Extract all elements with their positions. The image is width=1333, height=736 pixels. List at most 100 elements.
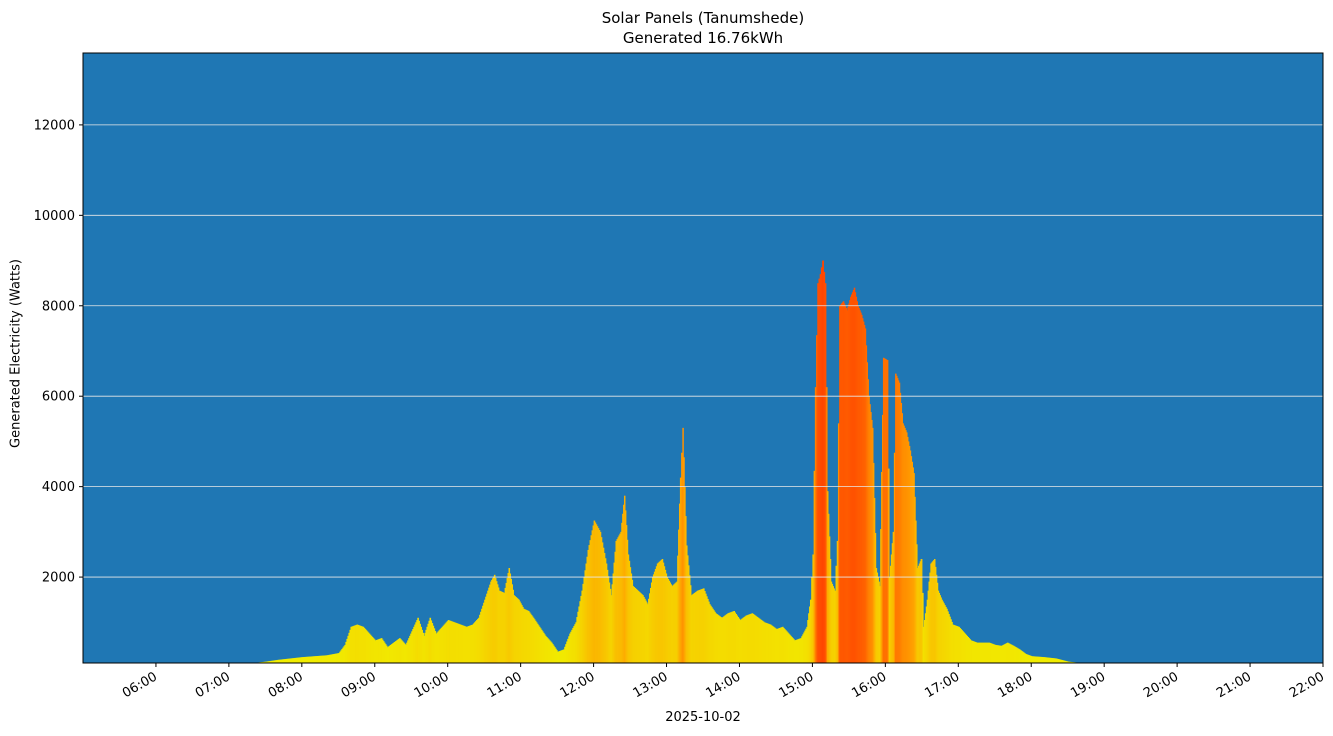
data-bar	[958, 626, 960, 663]
data-bar	[271, 660, 274, 663]
data-bar	[978, 642, 981, 663]
data-bar	[733, 610, 736, 663]
data-bar	[381, 639, 384, 663]
data-bar	[616, 539, 619, 663]
data-bar	[1009, 644, 1012, 663]
y-tick-label: 6000	[42, 390, 75, 405]
data-bar	[756, 617, 759, 663]
data-bar	[954, 625, 956, 663]
data-bar	[579, 601, 582, 663]
data-bar	[376, 639, 379, 663]
data-bar	[455, 623, 458, 663]
data-bar	[971, 640, 974, 663]
data-bar	[710, 605, 712, 663]
data-bar	[492, 578, 494, 663]
data-bar	[343, 646, 345, 663]
data-bar	[1025, 653, 1027, 663]
data-bar	[587, 549, 590, 663]
data-bar	[701, 588, 704, 663]
data-bar	[502, 592, 505, 663]
data-bar	[778, 627, 781, 663]
data-bar	[822, 260, 824, 663]
data-bar	[321, 655, 323, 663]
data-bar	[309, 656, 312, 663]
data-bar	[479, 614, 481, 663]
data-bar	[286, 658, 289, 663]
data-bar	[301, 657, 304, 663]
data-bar	[267, 661, 269, 663]
data-bar	[600, 537, 603, 663]
data-bar	[805, 628, 807, 663]
data-bar	[1035, 656, 1037, 663]
data-bar	[266, 661, 268, 663]
data-bar	[825, 387, 828, 663]
data-bar	[754, 615, 757, 663]
data-bar	[555, 648, 557, 663]
data-bar	[1056, 658, 1059, 663]
data-bar	[414, 624, 416, 663]
data-bar	[638, 591, 640, 663]
data-bar	[512, 589, 514, 663]
data-bar	[871, 419, 873, 663]
data-bar	[408, 638, 410, 663]
data-bar	[264, 661, 266, 663]
data-bar	[770, 625, 773, 663]
data-bar	[752, 614, 755, 663]
data-bar	[520, 603, 522, 663]
data-bar	[687, 565, 690, 663]
data-bar	[997, 645, 1000, 663]
data-bar	[656, 563, 659, 663]
data-bar	[714, 611, 716, 663]
data-bar	[747, 614, 750, 663]
data-bar	[342, 647, 344, 663]
data-bar	[1037, 656, 1039, 663]
data-bar	[571, 629, 573, 663]
data-bar	[706, 596, 708, 663]
data-bar	[489, 584, 491, 663]
data-bar	[644, 598, 646, 663]
data-bar	[304, 656, 307, 663]
data-bar	[875, 568, 878, 663]
data-bar	[969, 639, 972, 663]
data-bar	[584, 570, 587, 663]
data-bar	[980, 642, 983, 663]
data-bar	[608, 582, 611, 663]
data-bar	[882, 357, 885, 663]
data-bar	[378, 638, 381, 663]
data-bar	[910, 456, 913, 663]
data-bar	[1048, 657, 1051, 663]
data-bar	[611, 584, 614, 663]
data-bar	[431, 623, 434, 663]
data-bar	[275, 660, 278, 663]
data-bar	[319, 655, 321, 663]
data-bar	[297, 657, 300, 663]
data-bar	[767, 623, 770, 663]
data-bar	[683, 457, 685, 663]
data-bar	[930, 563, 932, 663]
data-bar	[812, 554, 815, 663]
x-tick-label: 19:00	[1068, 669, 1108, 701]
data-bar	[442, 625, 445, 663]
data-bar	[905, 430, 907, 663]
data-bar	[933, 558, 936, 663]
data-bar	[728, 612, 730, 663]
data-bar	[346, 638, 349, 663]
data-bar	[642, 595, 644, 663]
data-bar	[531, 616, 534, 663]
data-bar	[730, 612, 732, 663]
data-bar	[377, 639, 380, 663]
data-bar	[478, 617, 480, 663]
data-bar	[658, 561, 661, 663]
data-bar	[523, 608, 525, 663]
data-bar	[669, 582, 672, 663]
data-bar	[999, 645, 1002, 663]
data-bar	[1041, 656, 1043, 663]
data-bar	[500, 591, 503, 663]
data-bar	[341, 648, 343, 663]
data-bar	[446, 621, 449, 663]
data-bar	[437, 631, 440, 663]
data-bar	[334, 653, 336, 663]
data-bar	[849, 300, 851, 663]
data-bar	[940, 597, 942, 663]
